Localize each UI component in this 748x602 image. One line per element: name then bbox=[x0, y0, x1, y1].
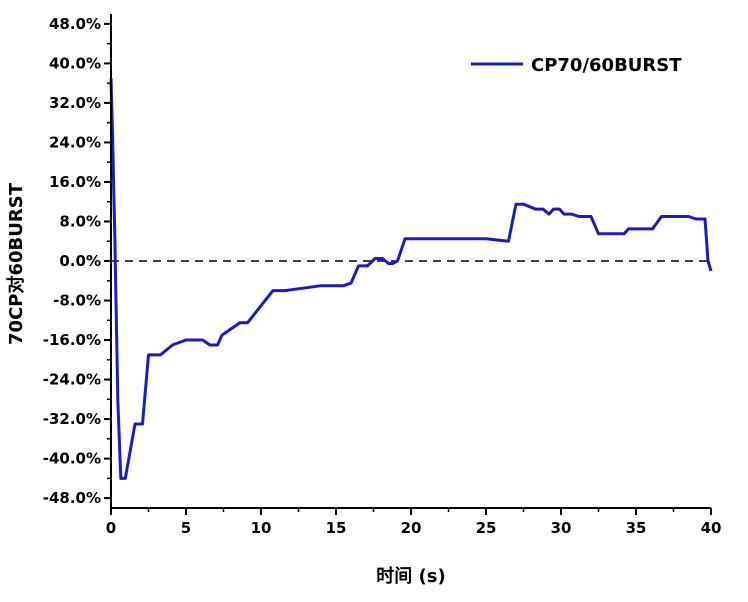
x-tick-label: 25 bbox=[476, 519, 497, 537]
y-axis-ticks: 48.0% 40.0% 32.0% 24.0% 16.0% 8.0% 0.0% -8.0% -1… bbox=[43, 15, 111, 507]
y-tick-label: 8.0% bbox=[59, 212, 101, 230]
y-axis-title: 70CP对60BURST bbox=[5, 182, 27, 345]
x-tick-label: 20 bbox=[401, 519, 422, 537]
x-tick-label: 40 bbox=[701, 519, 722, 537]
y-tick-label: 40.0% bbox=[49, 54, 101, 72]
series-line bbox=[109, 78, 713, 480]
y-tick-label: 32.0% bbox=[49, 94, 101, 112]
x-tick-label: 10 bbox=[251, 519, 272, 537]
y-tick-label: -8.0% bbox=[53, 292, 101, 310]
y-tick-label: 48.0% bbox=[49, 15, 101, 33]
y-tick-label: 0.0% bbox=[59, 252, 101, 270]
y-tick-label: -16.0% bbox=[43, 331, 101, 349]
x-tick-label: 15 bbox=[326, 519, 347, 537]
y-tick-label: 16.0% bbox=[49, 173, 101, 191]
y-tick-label: -40.0% bbox=[43, 450, 101, 468]
x-axis-title: 时间 (s) bbox=[376, 566, 445, 587]
x-tick-label: 5 bbox=[181, 519, 191, 537]
x-tick-label: 0 bbox=[106, 519, 116, 537]
x-tick-label: 35 bbox=[626, 519, 647, 537]
y-tick-label: -24.0% bbox=[43, 371, 101, 389]
x-tick-label: 30 bbox=[551, 519, 572, 537]
y-tick-label: -32.0% bbox=[43, 410, 101, 428]
y-tick-label: -48.0% bbox=[43, 489, 101, 507]
legend-label: CP70/60BURST bbox=[531, 55, 682, 76]
legend: CP70/60BURST bbox=[471, 55, 682, 76]
x-axis-ticks: 0 5 10 15 20 25 30 35 40 bbox=[106, 508, 722, 537]
y-tick-label: 24.0% bbox=[49, 133, 101, 151]
